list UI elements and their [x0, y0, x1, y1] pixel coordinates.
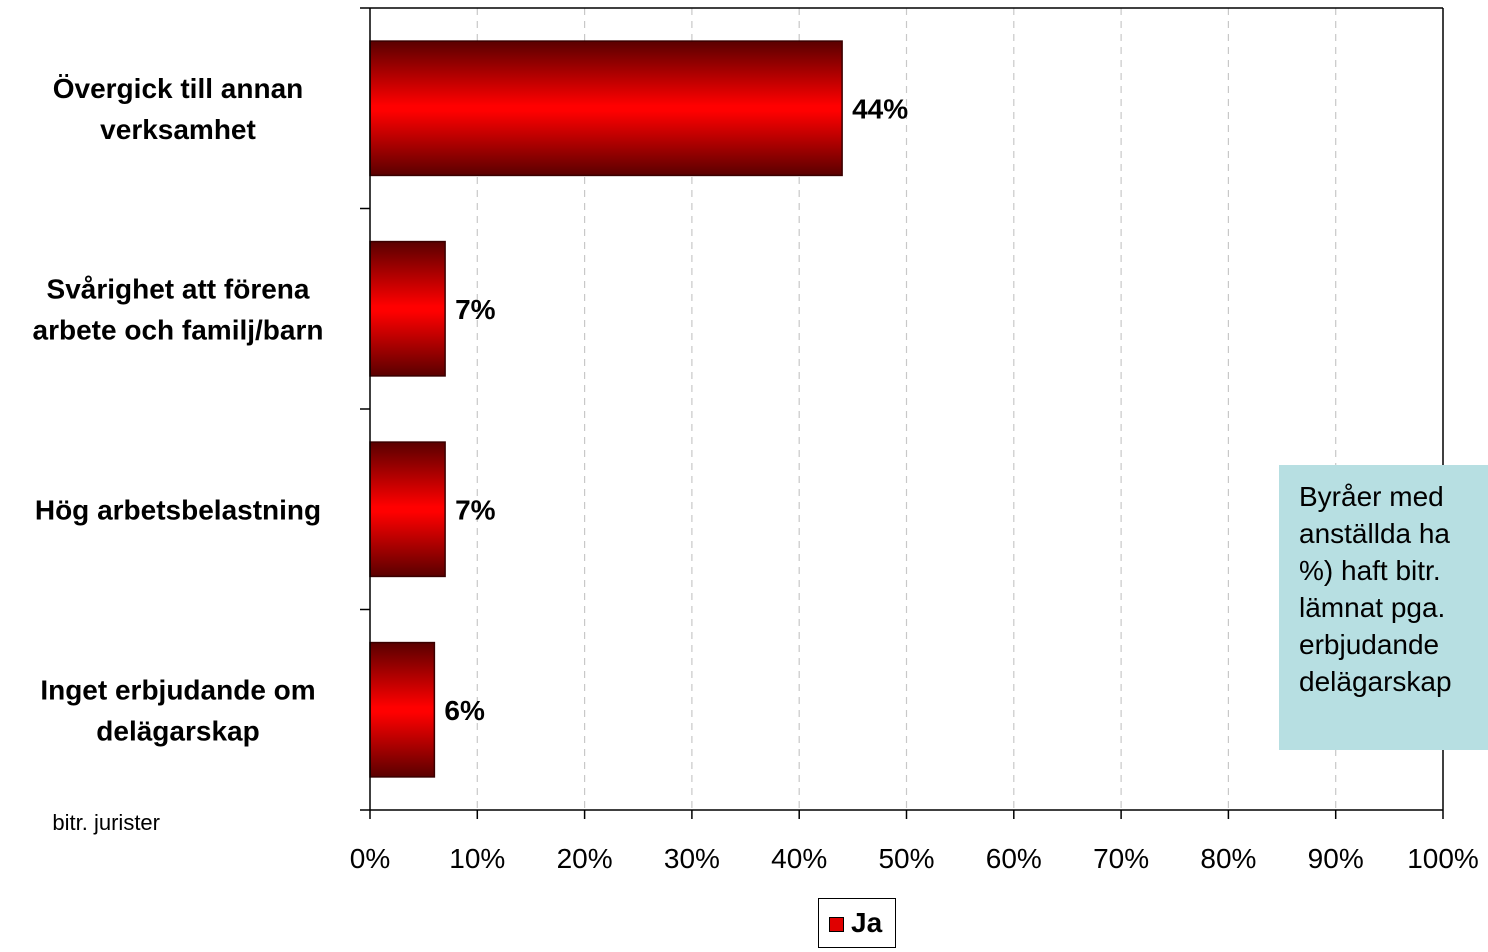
- x-tick-label: 20%: [557, 843, 613, 874]
- x-tick-label: 0%: [350, 843, 390, 874]
- value-label: 6%: [444, 695, 485, 726]
- bar: [369, 240, 446, 377]
- footnote: bitr. jurister: [0, 810, 200, 850]
- footnote-text: bitr. jurister: [52, 810, 160, 835]
- category-label: Hög arbetsbelastning: [35, 494, 321, 525]
- x-tick-label: 100%: [1407, 843, 1479, 874]
- bar: [369, 641, 436, 778]
- x-tick-label: 30%: [664, 843, 720, 874]
- category-label-line: arbete och familj/barn: [33, 314, 324, 345]
- legend-label: Ja: [851, 907, 883, 938]
- category-label-line: Övergick till annan: [53, 73, 304, 104]
- bar: [369, 40, 843, 177]
- note-box: [1279, 465, 1488, 750]
- note-text: Byråer med anställda ha %) haft bitr. lä…: [1299, 481, 1452, 697]
- x-tick-label: 50%: [878, 843, 934, 874]
- bars: [369, 40, 843, 778]
- bar: [369, 441, 446, 578]
- category-label-line: Svårighet att förena: [47, 273, 310, 304]
- x-tick-label: 80%: [1200, 843, 1256, 874]
- category-label-line: verksamhet: [100, 114, 256, 145]
- x-tick-label: 60%: [986, 843, 1042, 874]
- value-labels: 44% 7% 7% 6%: [444, 93, 908, 726]
- value-label: 7%: [455, 494, 496, 525]
- x-tick-label: 70%: [1093, 843, 1149, 874]
- x-tick-label: 40%: [771, 843, 827, 874]
- value-label: 44%: [852, 93, 908, 124]
- category-label-line: delägarskap: [96, 715, 259, 746]
- legend: Ja: [818, 898, 896, 948]
- category-label: Inget erbjudande om delägarskap: [40, 674, 315, 746]
- x-tick-label: 90%: [1308, 843, 1364, 874]
- x-tick-label: 10%: [449, 843, 505, 874]
- category-label-line: Inget erbjudande om: [40, 674, 315, 705]
- legend-swatch: [829, 917, 844, 932]
- category-label: Övergick till annan verksamhet: [53, 73, 304, 145]
- category-labels: Övergick till annan verksamhet Svårighet a…: [33, 73, 324, 747]
- tick-labels: 0% 10% 20% 30% 40% 50% 60% 70% 80% 90% 100%: [350, 843, 1479, 874]
- category-label-line: Hög arbetsbelastning: [35, 494, 321, 525]
- value-label: 7%: [455, 294, 496, 325]
- category-label: Svårighet att förena arbete och familj/ba…: [33, 273, 324, 345]
